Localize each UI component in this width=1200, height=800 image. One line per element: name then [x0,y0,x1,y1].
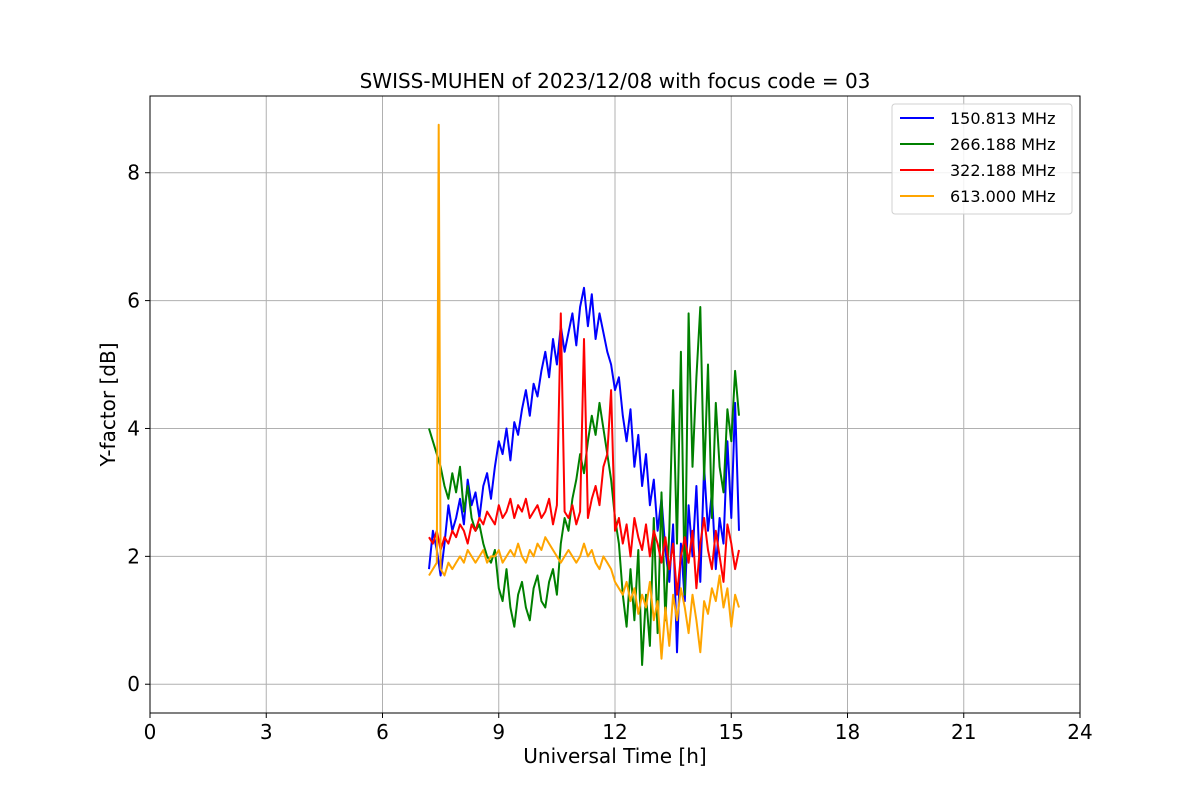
series-line-2 [428,306,740,666]
x-tick-label: 24 [1067,720,1092,744]
x-tick-label: 15 [719,720,744,744]
x-axis-label: Universal Time [h] [523,744,706,768]
plot-series [428,123,740,666]
x-tick-label: 18 [835,720,860,744]
y-tick-label: 6 [127,289,140,313]
series-line-4 [428,123,740,660]
series-line-1 [428,286,740,654]
x-tick-label: 9 [492,720,505,744]
legend-label: 266.188 MHz [950,135,1055,154]
x-tick-label: 21 [951,720,976,744]
y-axis-label: Y-factor [dB] [96,342,120,467]
y-tick-label: 4 [127,416,140,440]
y-tick-label: 2 [127,544,140,568]
legend-label: 150.813 MHz [950,109,1055,128]
legend-box [891,103,1073,215]
legend-label: 613.000 MHz [950,187,1055,206]
y-tick-label: 8 [127,161,140,185]
grid-lines [150,96,1080,713]
legend-label: 322.188 MHz [950,161,1055,180]
x-tick-label: 3 [260,720,273,744]
x-tick-label: 6 [376,720,389,744]
x-tick-label: 0 [144,720,157,744]
x-tick-label: 12 [602,720,627,744]
chart-title: SWISS-MUHEN of 2023/12/08 with focus cod… [360,69,871,93]
series-line-3 [428,312,740,596]
y-tick-label: 0 [127,672,140,696]
legend: 150.813 MHz 266.188 MHz 322.188 MHz 613.000… [891,103,1073,215]
